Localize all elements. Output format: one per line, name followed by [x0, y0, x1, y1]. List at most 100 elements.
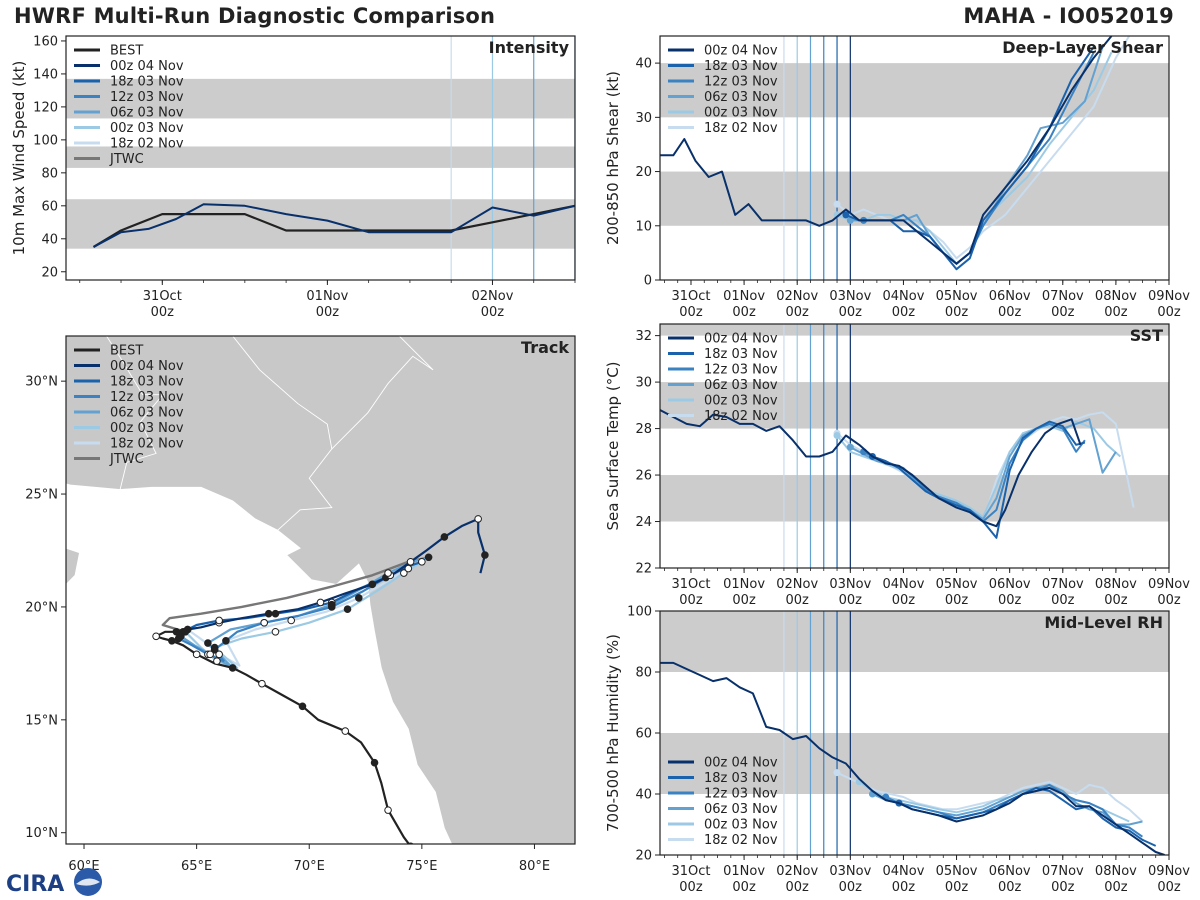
series-line	[93, 203, 575, 248]
y-tick-label: 100	[33, 133, 58, 148]
x-tick-label: 09Nov	[1148, 864, 1190, 879]
y-tick-label: 20°N	[25, 600, 58, 615]
x-tick-label: 70°E	[294, 859, 325, 874]
panel-title: SST	[1130, 326, 1163, 345]
storm-id: MAHA - IO052019	[963, 4, 1174, 28]
series-line	[660, 661, 1165, 855]
track-marker	[406, 557, 415, 566]
y-tick-label: 24	[635, 515, 652, 530]
x-tick-label: 01Nov	[723, 864, 765, 879]
x-tick-label: 07Nov	[1042, 289, 1084, 304]
land-mass	[66, 547, 80, 585]
legend-label: 12z 03 Nov	[110, 90, 184, 105]
y-tick-label: 40	[41, 232, 58, 247]
y-tick-label: 20	[635, 165, 652, 180]
shaded-band	[66, 78, 575, 119]
track-marker	[204, 639, 212, 647]
x-tick-label: 00z	[679, 593, 703, 608]
x-tick-label: 00z	[1104, 593, 1128, 608]
legend-label: 00z 04 Nov	[110, 359, 184, 374]
y-tick-label: 60	[635, 727, 652, 742]
x-tick-label: 31Oct	[671, 289, 710, 304]
x-tick-label: 00z	[679, 880, 703, 895]
y-tick-label: 140	[33, 67, 58, 82]
legend-label: 12z 03 Nov	[704, 75, 778, 90]
x-tick-label: 00z	[1157, 305, 1181, 320]
x-tick-label: 07Nov	[1042, 864, 1084, 879]
legend-label: 18z 02 Nov	[704, 409, 778, 424]
x-tick-label: 31Oct	[671, 864, 710, 879]
y-tick-label: 40	[635, 57, 652, 72]
x-tick-label: 08Nov	[1095, 864, 1137, 879]
legend-label: 06z 03 Nov	[110, 406, 184, 421]
x-tick-label: 00z	[998, 880, 1022, 895]
x-tick-label: 65°E	[181, 859, 212, 874]
y-tick-label: 22	[635, 562, 652, 577]
series-line	[660, 36, 1113, 265]
best-track-line	[92, 204, 575, 248]
track-marker	[298, 702, 307, 711]
shaded-band	[660, 611, 1169, 672]
y-tick-label: 30	[635, 376, 652, 391]
shaded-band	[66, 146, 575, 168]
x-tick-label: 00z	[839, 880, 863, 895]
y-tick-label: 80	[635, 666, 652, 681]
init-point	[833, 211, 841, 219]
init-point	[833, 200, 841, 208]
x-tick-label: 02Nov	[471, 289, 513, 304]
y-tick-label: 26	[635, 469, 652, 484]
panel-title: Mid-Level RH	[1044, 613, 1163, 632]
legend-label: JTWC	[109, 452, 144, 467]
x-tick-label: 03Nov	[829, 864, 871, 879]
track-marker	[370, 758, 379, 767]
x-tick-label: 00z	[839, 593, 863, 608]
x-tick-label: 06Nov	[989, 864, 1031, 879]
track-marker	[152, 632, 160, 641]
init-point	[846, 216, 854, 224]
x-tick-label: 09Nov	[1148, 577, 1190, 592]
y-tick-label: 160	[33, 34, 58, 49]
x-tick-label: 01Nov	[306, 289, 348, 304]
y-axis-label: 200-850 hPa Shear (kt)	[604, 71, 622, 245]
x-tick-label: 00z	[481, 305, 505, 320]
cira-logo: CIRA	[6, 868, 102, 897]
legend-label: 00z 04 Nov	[704, 756, 778, 771]
x-tick-label: 75°E	[406, 859, 437, 874]
legend-label: 12z 03 Nov	[704, 787, 778, 802]
shaded-band	[660, 733, 1169, 794]
x-tick-label: 00z	[1157, 880, 1181, 895]
track-marker	[271, 609, 280, 618]
x-tick-label: 00z	[945, 593, 969, 608]
x-tick-label: 06Nov	[989, 577, 1031, 592]
track-marker	[210, 643, 219, 652]
border-line	[106, 336, 164, 490]
x-tick-label: 05Nov	[936, 864, 978, 879]
track-marker	[215, 616, 223, 625]
y-tick-label: 10°N	[25, 826, 58, 841]
legend-label: 18z 02 Nov	[110, 437, 184, 452]
logo-text: CIRA	[6, 872, 64, 897]
track-marker	[418, 557, 426, 566]
track-marker	[404, 564, 413, 573]
x-tick-label: 00z	[1157, 593, 1181, 608]
border-line	[331, 336, 434, 450]
x-tick-label: 00z	[998, 305, 1022, 320]
x-tick-label: 00z	[679, 305, 703, 320]
x-tick-label: 80°E	[519, 859, 550, 874]
track-marker	[474, 515, 482, 523]
legend-label: 00z 03 Nov	[110, 421, 184, 436]
legend-label: BEST	[110, 344, 143, 359]
y-tick-label: 60	[41, 199, 58, 214]
y-tick-label: 40	[635, 788, 652, 803]
legend-label: 06z 03 Nov	[704, 378, 778, 393]
legend-label: 00z 03 Nov	[704, 394, 778, 409]
legend-label: 06z 03 Nov	[704, 802, 778, 817]
x-tick-label: 04Nov	[882, 289, 924, 304]
legend-label: 18z 03 Nov	[704, 347, 778, 362]
init-point	[833, 769, 841, 777]
figure-title: HWRF Multi-Run Diagnostic Comparison	[14, 4, 496, 28]
x-tick-label: 03Nov	[829, 577, 871, 592]
x-tick-label: 06Nov	[989, 289, 1031, 304]
